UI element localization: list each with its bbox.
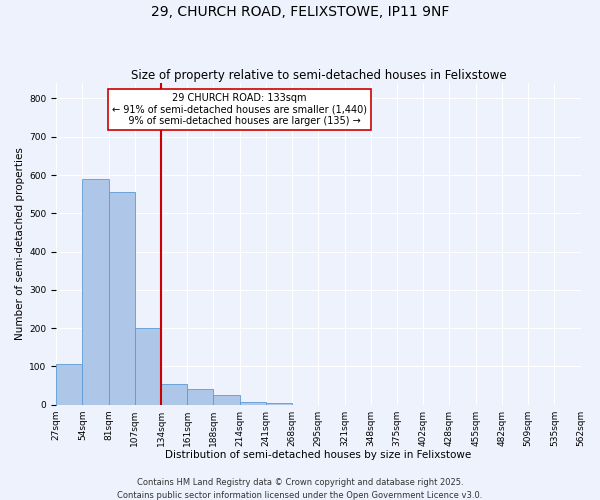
X-axis label: Distribution of semi-detached houses by size in Felixstowe: Distribution of semi-detached houses by … (165, 450, 472, 460)
Bar (161, 384, 187, 404)
Bar (266, 402, 292, 404)
Bar (187, 388, 214, 404)
Bar (135, 328, 161, 404)
Text: 29 CHURCH ROAD: 133sqm
← 91% of semi-detached houses are smaller (1,440)
   9% o: 29 CHURCH ROAD: 133sqm ← 91% of semi-det… (112, 93, 367, 126)
Bar (109, 192, 135, 404)
Text: 29, CHURCH ROAD, FELIXSTOWE, IP11 9NF: 29, CHURCH ROAD, FELIXSTOWE, IP11 9NF (151, 5, 449, 19)
Bar (214, 395, 239, 404)
Title: Size of property relative to semi-detached houses in Felixstowe: Size of property relative to semi-detach… (131, 69, 506, 82)
Bar (82, 179, 109, 404)
Text: Contains HM Land Registry data © Crown copyright and database right 2025.
Contai: Contains HM Land Registry data © Crown c… (118, 478, 482, 500)
Y-axis label: Number of semi-detached properties: Number of semi-detached properties (15, 148, 25, 340)
Bar (56, 364, 82, 405)
Bar (239, 402, 266, 404)
